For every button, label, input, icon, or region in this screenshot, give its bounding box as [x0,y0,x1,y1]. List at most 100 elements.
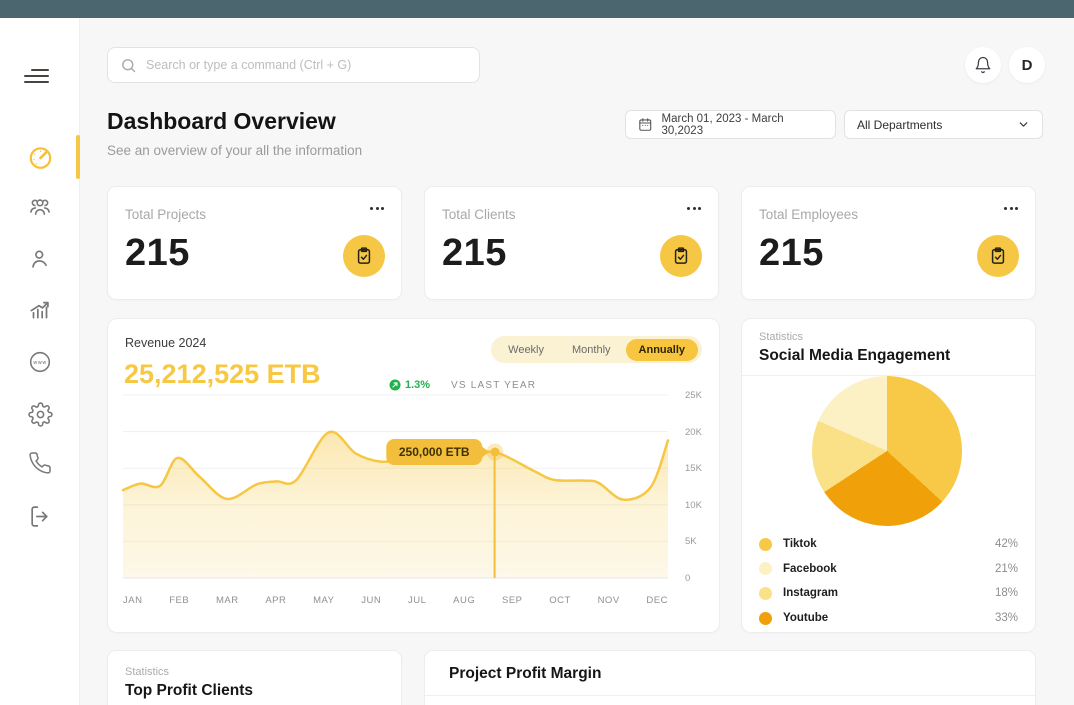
gear-icon [27,401,53,427]
stat-card-total-projects: Total Projects 215 [107,186,402,300]
revenue-chart-canvas [121,394,670,579]
tab-monthly[interactable]: Monthly [559,339,624,361]
y-tick-label: 0 [685,573,691,584]
legend-label: Facebook [783,562,837,575]
globe-www-icon: www [29,351,51,373]
legend-label: Instagram [783,587,838,600]
card-menu-button[interactable] [1002,201,1020,216]
user-icon [32,250,47,268]
page-title: Dashboard Overview [107,108,336,134]
active-nav-indicator [76,135,80,179]
x-tick-label: APR [265,595,287,606]
stat-value: 215 [759,232,824,274]
project-profit-margin-card: Project Profit Margin [424,650,1036,705]
legend-item-facebook: Facebook 21% [759,557,1018,582]
date-range-picker[interactable]: March 01, 2023 - March 30,2023 [625,110,836,139]
legend-percentage: 21% [994,562,1018,575]
x-tick-label: JUN [361,595,382,606]
sidebar-item-website[interactable]: www [0,340,80,384]
user-avatar[interactable]: D [1009,47,1045,83]
x-tick-label: DEC [646,595,668,606]
clipboard-icon-badge [343,235,385,277]
legend-percentage: 18% [994,587,1018,600]
legend-percentage: 33% [994,612,1018,625]
sidebar-item-analytics[interactable] [0,288,80,332]
card-menu-button[interactable] [685,201,703,216]
sidebar-item-settings[interactable] [0,392,80,436]
clipboard-icon-badge [660,235,702,277]
x-tick-label: AUG [453,595,476,606]
x-tick-label: MAR [215,595,239,606]
x-tick-label: JAN [123,595,143,606]
top-profit-clients-card: Statistics Top Profit Clients [107,650,402,705]
stat-label: Total Clients [442,207,516,222]
stat-value: 215 [125,232,190,274]
legend-color-dot [759,537,772,551]
stat-value: 215 [442,232,507,274]
y-tick-label: 5K [685,536,697,548]
y-tick-label: 20K [685,426,702,438]
clipboard-check-icon [991,247,1005,264]
sidebar-item-contact[interactable] [0,441,80,485]
notifications-button[interactable] [965,47,1001,83]
social-card-eyebrow: Statistics [759,331,804,343]
chevron-down-icon [1019,122,1028,127]
sidebar-item-team[interactable] [0,185,80,229]
x-axis-labels: JAN FEB MAR APR MAY JUN JUL AUG SEP OCT NOV DEC [123,595,668,606]
menu-toggle-button[interactable] [24,62,56,90]
pie-legend: Tiktok 42% Facebook 21% Instagram 18% Youtube 3… [759,532,1018,630]
revenue-period-tabs: Weekly Monthly Annually [491,336,702,363]
search-bar [107,47,480,83]
legend-color-dot [759,586,772,600]
tab-annually[interactable]: Annually [625,338,698,361]
bar-chart-icon [30,301,49,319]
social-media-card: Statistics Social Media Engagement Tikto… [741,318,1036,633]
users-group-icon [30,199,50,215]
page-subtitle: See an overview of your all the informat… [107,143,363,158]
svg-text:www: www [33,360,47,366]
revenue-change-badge: 1.3% [389,379,430,391]
legend-label: Tiktok [783,538,817,551]
x-tick-label: OCT [549,595,571,606]
legend-item-tiktok: Tiktok 42% [759,532,1018,557]
calendar-icon [639,118,652,131]
top-bar [0,0,1074,18]
x-tick-label: NOV [597,595,620,606]
stat-card-total-clients: Total Clients 215 [424,186,719,300]
date-range-value: March 01, 2023 - March 30,2023 [661,112,784,137]
x-tick-label: SEP [501,595,523,606]
department-filter-value: All Departments [857,117,943,132]
chart-highlight-dot [490,447,500,457]
revenue-line-chart: 250,000 ETB [121,394,670,579]
chart-tooltip: 250,000 ETB [385,439,483,466]
legend-color-dot [759,611,772,625]
y-axis-labels: 25K 20K 15K 10K 5K 0 [685,390,715,584]
social-media-pie-chart [812,376,962,526]
y-tick-label: 25K [685,390,702,401]
card-menu-button[interactable] [368,201,386,216]
sidebar: www [0,18,80,705]
sidebar-item-logout[interactable] [0,494,80,538]
revenue-change-value: 1.3% [405,379,431,391]
x-tick-label: MAY [313,595,335,606]
sidebar-item-clients[interactable] [0,237,80,281]
social-card-title: Social Media Engagement [759,347,951,364]
revenue-amount: 25,212,525 ETB [124,359,321,389]
legend-percentage: 42% [994,538,1018,551]
clipboard-check-icon [674,247,688,264]
clipboard-check-icon [357,247,371,264]
sidebar-item-dashboard[interactable] [0,135,80,179]
clipboard-icon-badge [977,235,1019,277]
tab-weekly[interactable]: Weekly [495,339,557,361]
search-input[interactable] [146,58,467,72]
revenue-chart-card: Revenue 2024 25,212,525 ETB 1.3% VS LAST… [107,318,720,633]
search-icon [122,58,136,72]
legend-label: Youtube [783,612,829,625]
legend-item-instagram: Instagram 18% [759,581,1018,606]
department-filter-dropdown[interactable]: All Departments [844,110,1043,139]
top-clients-title: Top Profit Clients [125,682,254,699]
bell-icon [975,56,991,74]
logout-icon [30,505,48,527]
x-tick-label: JUL [407,595,427,606]
